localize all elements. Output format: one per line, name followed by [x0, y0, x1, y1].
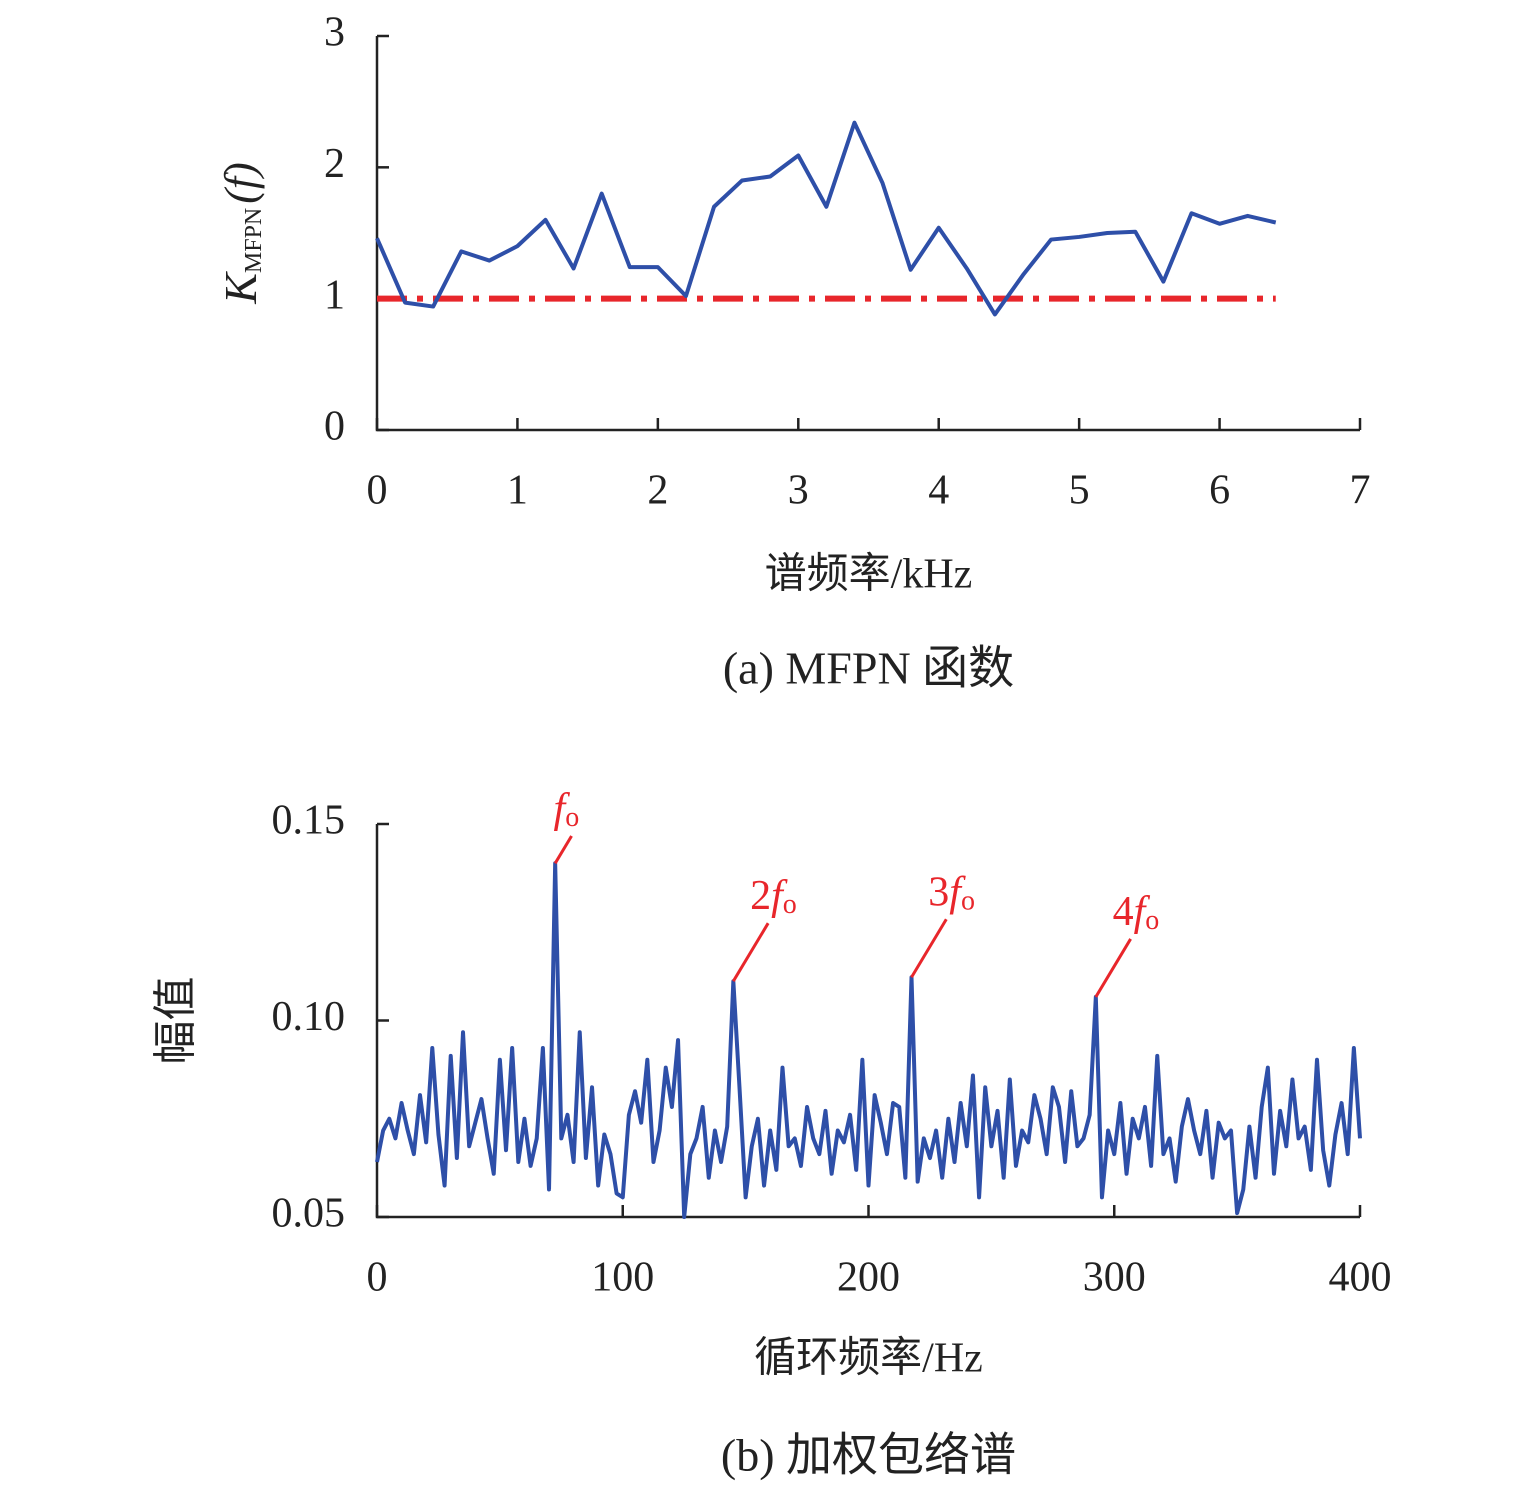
y-tick-label: 3	[324, 10, 345, 56]
data-line	[375, 861, 1362, 1219]
x-tick-label: 1	[507, 468, 528, 514]
annotation-coef: 4	[1113, 889, 1134, 935]
data-line	[375, 120, 1277, 317]
annotation-leader	[553, 835, 573, 865]
x-tick-label: 5	[1069, 468, 1090, 514]
y-tick-label: 2	[324, 141, 345, 187]
caption: (a) MFPN 函数	[723, 643, 1014, 694]
x-tick-label: 400	[1329, 1255, 1392, 1301]
y-label-main: K	[215, 271, 266, 305]
x-axis-label: 谱频率/kHz	[765, 551, 973, 598]
x-tick-label: 0	[367, 468, 388, 514]
y-label-sub: MFPN	[241, 208, 267, 273]
y-axis-label: 幅值	[151, 977, 200, 1065]
caption: (b) 加权包络谱	[721, 1430, 1016, 1481]
x-tick-label: 6	[1209, 468, 1230, 514]
x-tick-label: 200	[837, 1255, 900, 1301]
annotation-label: 3fo	[928, 869, 975, 917]
x-tick-label: 100	[591, 1255, 654, 1301]
y-tick-label: 0	[324, 404, 345, 450]
y-tick-label: 0.15	[272, 798, 346, 844]
annotation-leader	[732, 922, 770, 982]
y-label-suffix: (f)	[216, 162, 265, 204]
annotation-leader	[1094, 938, 1132, 998]
annotation-label: fo	[554, 786, 580, 834]
x-tick-label: 0	[367, 1255, 388, 1301]
annotation-coef: 2	[750, 873, 771, 919]
y-label-main: 幅值	[151, 977, 200, 1065]
annotation-coef: 3	[928, 869, 949, 915]
annotation-sub: o	[565, 802, 579, 833]
annotation-label: 4fo	[1113, 889, 1160, 937]
annotation-label: 2fo	[750, 873, 797, 921]
x-tick-label: 7	[1350, 468, 1371, 514]
y-tick-label: 0.05	[272, 1191, 346, 1237]
y-tick-label: 1	[324, 272, 345, 318]
x-tick-label: 4	[928, 468, 949, 514]
y-axis-label: KMFPN (f)	[215, 162, 267, 305]
annotation-sub: o	[783, 890, 797, 921]
annotation-sub: o	[961, 886, 975, 917]
x-tick-label: 300	[1083, 1255, 1146, 1301]
x-axis-label: 循环频率/Hz	[754, 1335, 983, 1382]
annotation-sub: o	[1145, 905, 1159, 936]
x-tick-label: 2	[647, 468, 668, 514]
annotation-leader	[910, 918, 948, 979]
y-tick-label: 0.10	[272, 994, 346, 1040]
axis-line	[375, 36, 1360, 432]
x-tick-label: 3	[788, 468, 809, 514]
